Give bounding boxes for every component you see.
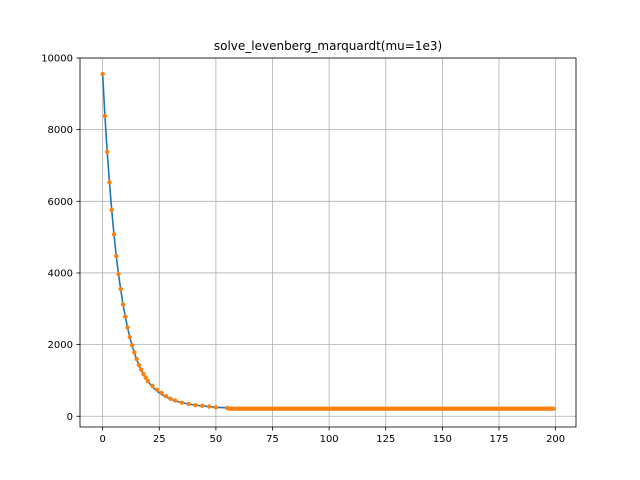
- x-tick-label: 100: [320, 434, 339, 445]
- data-point: [186, 401, 191, 407]
- data-point: [111, 232, 117, 237]
- data-point: [163, 393, 169, 399]
- y-tick-label: 0: [67, 412, 73, 423]
- x-tick-label: 25: [153, 434, 166, 445]
- data-point: [138, 367, 144, 372]
- data-point: [141, 371, 146, 377]
- data-point: [120, 302, 126, 307]
- data-point: [100, 71, 105, 77]
- data-point: [172, 398, 178, 403]
- data-point: [118, 286, 123, 292]
- data-point: [159, 390, 164, 396]
- data-point: [145, 378, 151, 384]
- x-tick-label: 0: [99, 434, 105, 445]
- data-point: [109, 207, 114, 213]
- data-point: [143, 375, 148, 380]
- x-tick-label: 125: [376, 434, 395, 445]
- data-point: [129, 343, 135, 348]
- data-point: [200, 403, 205, 409]
- data-point: [102, 113, 108, 119]
- data-point: [193, 402, 198, 408]
- data-point: [551, 406, 556, 411]
- data-point: [127, 334, 133, 340]
- data-point: [213, 405, 219, 410]
- y-tick-label: 10000: [41, 54, 73, 65]
- data-point: [168, 396, 173, 401]
- y-tick-label: 8000: [48, 125, 73, 136]
- plot-area-frame: [79, 57, 577, 428]
- x-tick-label: 75: [266, 434, 279, 445]
- data-point: [136, 362, 142, 368]
- data-point: [134, 356, 139, 362]
- data-point: [132, 350, 137, 355]
- data-point: [154, 387, 160, 392]
- x-tick-label: 150: [433, 434, 452, 445]
- y-tick-label: 6000: [48, 197, 73, 208]
- x-tick-label: 200: [546, 434, 565, 445]
- fit-line: [101, 74, 554, 410]
- fit-curve-series: [101, 74, 554, 410]
- x-axis: 0 25 50 75 100 125 150 175 200: [99, 427, 565, 445]
- y-axis: 0 2000 4000 6000 8000 10000: [41, 54, 80, 423]
- data-point: [206, 404, 212, 409]
- y-tick-label: 2000: [48, 340, 73, 351]
- x-tick-label: 175: [489, 434, 508, 445]
- y-tick-label: 4000: [48, 268, 73, 279]
- data-point: [179, 400, 185, 405]
- chart-title: solve_levenberg_marquardt(mu=1e3): [214, 39, 442, 53]
- grid-lines: [80, 57, 576, 427]
- data-point: [125, 325, 130, 330]
- data-points-series: [100, 71, 556, 411]
- data-point: [107, 180, 112, 185]
- x-tick-label: 50: [210, 434, 223, 445]
- data-point: [116, 271, 121, 277]
- data-point: [150, 383, 155, 388]
- data-point: [123, 314, 128, 319]
- data-point: [114, 253, 119, 259]
- data-point: [104, 149, 110, 155]
